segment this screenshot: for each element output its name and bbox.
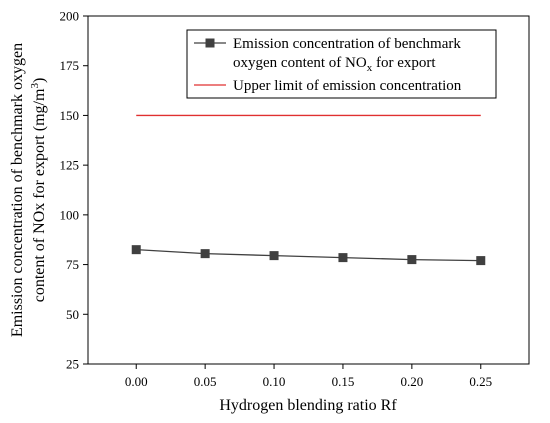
y-axis-ticks: 25 50 75 100 125 150 175 200 [60, 9, 88, 372]
y-tick-label: 25 [66, 357, 79, 372]
y-tick-label: 125 [60, 158, 80, 173]
series-emission-point [476, 256, 486, 266]
series-emission-point [200, 249, 210, 259]
y-axis-title-line1: Emission concentration of benchmark oxyg… [9, 43, 26, 337]
legend-box [186, 29, 497, 99]
x-tick-label: 0.05 [194, 374, 217, 389]
y-axis-title-line2: content of NOx for export (mg/m3) [29, 78, 48, 303]
y-tick-label: 100 [60, 207, 80, 222]
y-tick-label: 175 [60, 58, 80, 73]
y-tick-label: 50 [66, 307, 79, 322]
legend-swatch-emission-marker [205, 38, 215, 48]
x-axis-title: Hydrogen blending ratio Rf [219, 397, 397, 414]
series-emission-line [136, 249, 481, 262]
x-axis-ticks: 0.00 0.05 0.10 0.15 0.20 0.25 [125, 364, 492, 389]
legend-label-limit: Upper limit of emission concentration [233, 78, 462, 94]
series-emission-point [338, 253, 348, 263]
legend-label-emission-line2: oxygen content of NOx for export [233, 55, 436, 74]
series-emission-point [131, 245, 141, 255]
legend: Emission concentration of benchmark oxyg… [186, 29, 497, 99]
series-emission-point [269, 251, 279, 261]
series-emission-point [407, 255, 417, 265]
y-tick-label: 75 [66, 257, 79, 272]
x-tick-label: 0.15 [332, 374, 355, 389]
x-tick-label: 0.25 [469, 374, 492, 389]
y-tick-label: 150 [60, 108, 80, 123]
x-tick-label: 0.20 [400, 374, 423, 389]
x-tick-label: 0.00 [125, 374, 148, 389]
plot-frame [87, 15, 530, 365]
legend-label-emission-line1: Emission concentration of benchmark [233, 36, 461, 52]
y-tick-label: 200 [60, 9, 80, 24]
series-layer [131, 114, 486, 266]
x-tick-label: 0.10 [263, 374, 286, 389]
